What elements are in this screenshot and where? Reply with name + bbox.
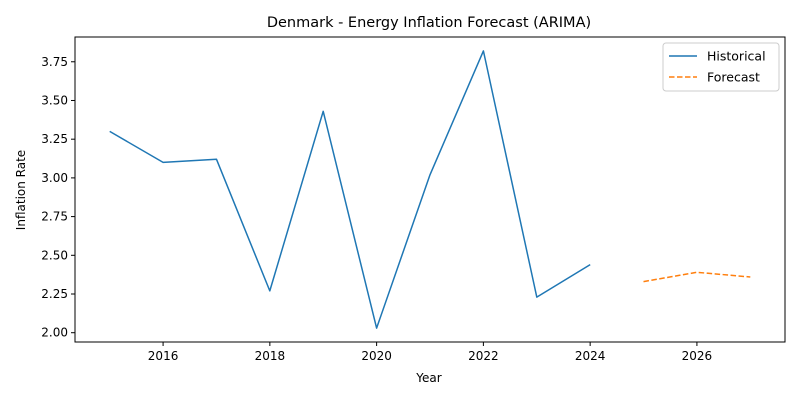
- y-tick-label: 2.25: [41, 287, 68, 301]
- plot-frame: [74, 36, 786, 343]
- legend-label: Historical: [707, 49, 766, 64]
- x-tick-label: 2016: [148, 349, 179, 363]
- legend-box: [662, 42, 780, 92]
- y-tick-label: 3.75: [41, 55, 68, 69]
- y-tick-label: 2.00: [41, 326, 68, 340]
- x-tick-label: 2020: [361, 349, 392, 363]
- plot-series: [109, 50, 751, 329]
- x-tick-label: 2024: [575, 349, 606, 363]
- y-tick-label: 2.75: [41, 210, 68, 224]
- y-tick-label: 2.50: [41, 248, 68, 262]
- y-axis-label: Inflation Rate: [14, 150, 28, 230]
- series-line-forecast: [643, 271, 751, 283]
- y-tick-label: 3.25: [41, 132, 68, 146]
- y-axis: 2.00 2.25 2.50 2.75 3.00 3.25 3.50 3.75: [41, 55, 75, 340]
- x-tick-label: 2026: [682, 349, 713, 363]
- y-tick-label: 3.00: [41, 171, 68, 185]
- x-tick-label: 2018: [255, 349, 286, 363]
- x-tick-label: 2022: [468, 349, 499, 363]
- series-line-historical: [109, 50, 591, 329]
- legend: Historical Forecast: [662, 42, 780, 92]
- legend-label: Forecast: [707, 70, 760, 85]
- x-axis-label: Year: [415, 371, 441, 385]
- y-tick-label: 3.50: [41, 93, 68, 107]
- x-axis: 2016 2018 2020 2022 2024 2026: [148, 342, 712, 363]
- chart-title: Denmark - Energy Inflation Forecast (ARI…: [267, 15, 591, 31]
